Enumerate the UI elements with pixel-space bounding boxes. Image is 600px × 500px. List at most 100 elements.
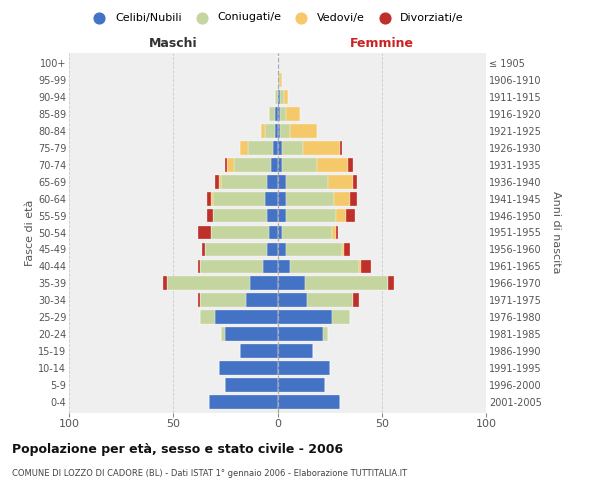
Bar [277,158,281,172]
Bar [277,90,280,104]
Bar [350,192,357,205]
Bar [277,242,286,256]
Bar [342,242,344,256]
Bar [277,362,329,376]
Bar [334,192,350,205]
Bar [261,124,265,138]
Bar [200,310,215,324]
Bar [213,192,265,205]
Bar [215,174,219,188]
Bar [359,260,361,274]
Bar [198,226,211,239]
Bar [280,106,286,120]
Bar [332,310,350,324]
Bar [198,260,200,274]
Bar [277,226,281,239]
Bar [277,140,281,154]
Bar [280,90,284,104]
Bar [267,242,277,256]
Bar [280,72,281,86]
Bar [388,276,394,290]
Bar [286,192,334,205]
Bar [221,174,267,188]
Bar [277,124,280,138]
Bar [290,124,317,138]
Text: COMUNE DI LOZZO DI CADORE (BL) - Dati ISTAT 1° gennaio 2006 - Elaborazione TUTTI: COMUNE DI LOZZO DI CADORE (BL) - Dati IS… [12,469,407,478]
Bar [240,344,277,358]
Text: Popolazione per età, sesso e stato civile - 2006: Popolazione per età, sesso e stato civil… [12,442,343,456]
Bar [269,226,277,239]
Bar [277,192,286,205]
Bar [277,276,305,290]
Bar [336,208,346,222]
Bar [267,174,277,188]
Bar [226,328,277,342]
Bar [221,328,226,342]
Bar [277,174,286,188]
Bar [286,208,336,222]
Bar [277,396,340,409]
Bar [263,260,277,274]
Bar [167,276,250,290]
Bar [307,294,353,308]
Bar [215,310,277,324]
Bar [281,140,302,154]
Bar [277,310,332,324]
Bar [277,72,280,86]
Bar [246,294,277,308]
Bar [336,226,338,239]
Text: Maschi: Maschi [149,37,197,50]
Bar [275,106,277,120]
Bar [219,362,277,376]
Bar [317,158,349,172]
Bar [211,226,269,239]
Bar [353,174,357,188]
Bar [250,276,277,290]
Bar [227,158,234,172]
Bar [277,378,325,392]
Bar [211,192,213,205]
Bar [277,208,286,222]
Bar [284,90,288,104]
Bar [277,294,307,308]
Bar [200,294,246,308]
Bar [248,140,274,154]
Bar [305,276,388,290]
Bar [226,378,277,392]
Bar [198,294,200,308]
Bar [226,158,227,172]
Bar [346,208,355,222]
Bar [344,242,350,256]
Bar [286,174,328,188]
Text: Femmine: Femmine [350,37,414,50]
Bar [275,124,277,138]
Bar [302,140,340,154]
Bar [286,242,342,256]
Bar [281,226,332,239]
Bar [328,174,353,188]
Bar [200,260,263,274]
Bar [277,260,290,274]
Bar [361,260,371,274]
Bar [213,208,267,222]
Bar [280,124,290,138]
Bar [234,158,271,172]
Bar [353,294,359,308]
Bar [209,396,277,409]
Bar [277,328,323,342]
Bar [281,158,317,172]
Bar [206,208,213,222]
Bar [206,192,211,205]
Bar [277,344,313,358]
Bar [265,192,277,205]
Bar [271,158,277,172]
Bar [277,106,280,120]
Bar [275,90,277,104]
Bar [219,174,221,188]
Bar [290,260,359,274]
Bar [265,124,275,138]
Bar [240,140,248,154]
Bar [205,242,267,256]
Bar [267,208,277,222]
Legend: Celibi/Nubili, Coniugati/e, Vedovi/e, Divorziati/e: Celibi/Nubili, Coniugati/e, Vedovi/e, Di… [84,8,468,27]
